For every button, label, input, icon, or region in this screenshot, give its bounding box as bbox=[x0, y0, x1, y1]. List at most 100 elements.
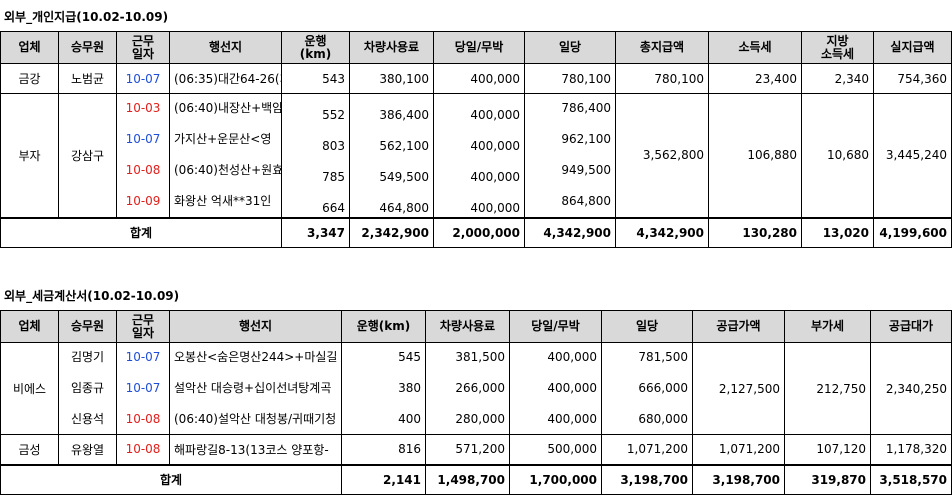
trip-cell: 400,000 bbox=[470, 201, 520, 215]
date-list: 10-03 10-07 10-08 10-09 bbox=[116, 93, 170, 218]
daily-cell: 864,800 bbox=[561, 194, 611, 208]
header-total-payment: 총지급액 bbox=[615, 31, 709, 64]
crew-cell: 신용석 bbox=[70, 412, 105, 426]
personal-payment-table: 업체 승무원 근무 일자 행선지 운행 (km) 차량사용료 당일/무박 일당 총지… bbox=[0, 31, 952, 248]
daily-list: 781,500 666,000 680,000 bbox=[601, 342, 693, 435]
daily-cell: 780,100 bbox=[524, 63, 616, 94]
header-company: 업체 bbox=[0, 31, 59, 64]
crew-cell: 임종규 bbox=[70, 381, 105, 395]
vehicle-fee-cell: 280,000 bbox=[455, 412, 505, 426]
route-cell: 설악산 대승령+십이선녀탕계곡 bbox=[174, 381, 332, 395]
daily-cell: 666,000 bbox=[638, 381, 688, 395]
route-cell: 가지산+운문산<영 bbox=[174, 132, 272, 146]
date-cell: 10-09 bbox=[125, 194, 161, 208]
table2-title: 외부_세금계산서(10.02-10.09) bbox=[4, 289, 180, 303]
header-crew: 승무원 bbox=[58, 31, 117, 64]
total-cell: 780,100 bbox=[615, 63, 709, 94]
vehicle-fee-cell: 381,500 bbox=[455, 350, 505, 364]
crew-cell: 유왕열 bbox=[58, 434, 117, 465]
trip-cell: 400,000 bbox=[470, 170, 520, 184]
total-km: 3,347 bbox=[281, 216, 350, 248]
km-cell: 400 bbox=[398, 412, 421, 426]
local-tax-cell: 10,680 bbox=[801, 93, 874, 218]
crew-cell: 강삼구 bbox=[58, 93, 117, 218]
crew-list: 김명기 임종규 신용석 bbox=[58, 342, 117, 435]
trip-list: 400,000 400,000 400,000 400,000 bbox=[433, 93, 525, 218]
header-income-tax: 소득세 bbox=[708, 31, 802, 64]
net-cell: 3,445,240 bbox=[873, 93, 952, 218]
vehicle-fee-cell: 562,100 bbox=[379, 139, 429, 153]
total-vat: 319,870 bbox=[784, 463, 871, 495]
total-local-tax: 13,020 bbox=[801, 216, 874, 248]
header-company: 업체 bbox=[0, 310, 59, 343]
vehicle-fee-cell: 571,200 bbox=[425, 434, 510, 465]
km-cell: 380 bbox=[398, 381, 421, 395]
total-label: 합계 bbox=[0, 216, 282, 248]
route-cell: (06:35)대간64-26(개 bbox=[169, 63, 282, 94]
net-cell: 754,360 bbox=[873, 63, 952, 94]
route-cell: 화왕산 억새**31인 bbox=[174, 194, 272, 208]
trip-cell: 400,000 bbox=[547, 412, 597, 426]
vehicle-fee-cell: 549,500 bbox=[379, 170, 429, 184]
route-cell: (06:40)내장산+백암 bbox=[174, 101, 281, 115]
km-cell: 552 bbox=[322, 108, 345, 122]
header-daily: 일당 bbox=[524, 31, 616, 64]
total-daily: 4,342,900 bbox=[524, 216, 616, 248]
vehicle-fee-cell: 464,800 bbox=[379, 201, 429, 215]
tax-invoice-table: 업체 승무원 근무 일자 행선지 운행(km) 차량사용료 당일/무박 일당 공급… bbox=[0, 310, 952, 495]
header-supply-amount: 공급가액 bbox=[692, 310, 785, 343]
total-km: 2,141 bbox=[341, 463, 426, 495]
trip-cell: 400,000 bbox=[547, 381, 597, 395]
supply-total-cell: 2,340,250 bbox=[870, 342, 952, 435]
route-list: (06:40)내장산+백암 가지산+운문산<영 (06:40)천성산+원효 화왕… bbox=[169, 93, 282, 218]
route-cell: (06:40)천성산+원효 bbox=[174, 163, 281, 177]
total-cell: 3,562,800 bbox=[615, 93, 709, 218]
total-label: 합계 bbox=[0, 463, 342, 495]
header-vehicle-fee: 차량사용료 bbox=[425, 310, 510, 343]
table-row: 금강 노범균 10-07 (06:35)대간64-26(개 543 380,10… bbox=[0, 63, 952, 94]
route-cell: 오봉산<숨은명산244>+마실길 bbox=[174, 350, 338, 364]
table1-header-row: 업체 승무원 근무 일자 행선지 운행 (km) 차량사용료 당일/무박 일당 총지… bbox=[0, 31, 952, 64]
crew-cell: 김명기 bbox=[70, 350, 105, 364]
daily-list: 786,400 962,100 949,500 864,800 bbox=[524, 93, 616, 218]
trip-cell: 400,000 bbox=[470, 108, 520, 122]
header-trip-type: 당일/무박 bbox=[433, 31, 525, 64]
total-payment: 4,342,900 bbox=[615, 216, 709, 248]
header-daily: 일당 bbox=[601, 310, 693, 343]
header-route: 행선지 bbox=[169, 31, 282, 64]
trip-cell: 500,000 bbox=[509, 434, 602, 465]
total-vehicle-fee: 1,498,700 bbox=[425, 463, 510, 495]
vat-cell: 212,750 bbox=[784, 342, 871, 435]
table-row: 금성 유왕열 10-08 해파랑길8-13(13코스 양포항- 816 571,… bbox=[0, 434, 952, 465]
header-trip-type: 당일/무박 bbox=[509, 310, 602, 343]
total-net: 4,199,600 bbox=[873, 216, 952, 248]
daily-cell: 786,400 bbox=[561, 101, 611, 115]
vehicle-fee-cell: 380,100 bbox=[349, 63, 434, 94]
date-cell: 10-08 bbox=[116, 434, 170, 465]
date-cell: 10-07 bbox=[125, 381, 161, 395]
table1-total-row: 합계 3,347 2,342,900 2,000,000 4,342,900 4… bbox=[0, 216, 952, 248]
trip-list: 400,000 400,000 400,000 bbox=[509, 342, 602, 435]
vehicle-fee-cell: 386,400 bbox=[379, 108, 429, 122]
km-list: 552 803 785 664 bbox=[281, 93, 350, 218]
header-crew: 승무원 bbox=[58, 310, 117, 343]
route-cell: 해파랑길8-13(13코스 양포항- bbox=[169, 434, 342, 465]
table-row: 부자 강삼구 10-03 10-07 10-08 10-09 (06:40)내장… bbox=[0, 93, 952, 218]
km-cell: 816 bbox=[341, 434, 426, 465]
vehicle-fee-list: 386,400 562,100 549,500 464,800 bbox=[349, 93, 434, 218]
vehicle-fee-cell: 266,000 bbox=[455, 381, 505, 395]
header-local-tax: 지방 소득세 bbox=[801, 31, 874, 64]
table2-total-row: 합계 2,141 1,498,700 1,700,000 3,198,700 3… bbox=[0, 463, 952, 495]
total-vehicle-fee: 2,342,900 bbox=[349, 216, 434, 248]
header-vehicle-fee: 차량사용료 bbox=[349, 31, 434, 64]
km-cell: 785 bbox=[322, 170, 345, 184]
income-tax-cell: 23,400 bbox=[708, 63, 802, 94]
header-net-payment: 실지급액 bbox=[873, 31, 952, 64]
header-workday: 근무 일자 bbox=[116, 310, 170, 343]
header-km: 운행(km) bbox=[281, 31, 350, 64]
company-cell: 부자 bbox=[0, 93, 59, 218]
date-cell: 10-08 bbox=[125, 163, 161, 177]
trip-cell: 400,000 bbox=[433, 63, 525, 94]
header-route: 행선지 bbox=[169, 310, 342, 343]
total-supply: 3,198,700 bbox=[692, 463, 785, 495]
